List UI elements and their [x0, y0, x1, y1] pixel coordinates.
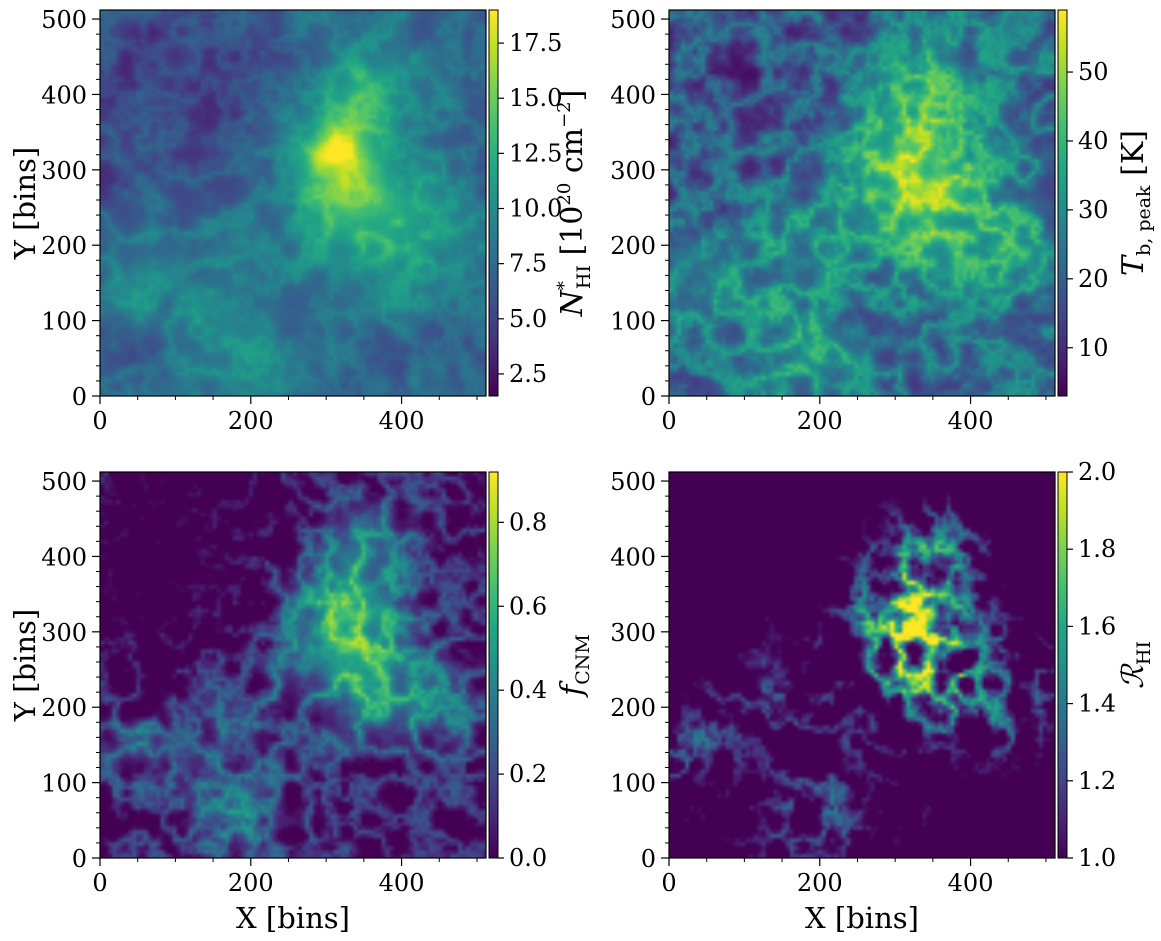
- colorbar-tick-label: 0.4: [509, 676, 547, 704]
- y-tick-label: 400: [610, 81, 656, 109]
- colorbar-tick-label: 40: [1078, 127, 1109, 155]
- colorbar: 1.0 1.2 1.4 1.6 1.8 2.0 ℛHI: [1057, 458, 1155, 872]
- x-axis-label: X [bins]: [805, 901, 919, 935]
- y-tick-label: 400: [41, 81, 87, 109]
- colorbar-tick-label: 0.8: [509, 508, 547, 536]
- colorbar-tick-label: 1.4: [1078, 690, 1116, 718]
- x-tick-label: 200: [228, 869, 274, 897]
- x-tick-label: 0: [661, 869, 676, 897]
- axes-frame: [99, 9, 487, 397]
- colorbar-tick-label: 0.6: [509, 592, 547, 620]
- x-tick-label: 400: [948, 407, 994, 435]
- y-tick-label: 100: [610, 770, 656, 798]
- colorbar-tick-label: 2.0: [1078, 458, 1116, 486]
- y-tick-label: 400: [41, 543, 87, 571]
- colorbar-tick-label: 7.5: [509, 250, 547, 278]
- colorbar-tick-label: 2.5: [509, 360, 547, 388]
- y-tick-label: 0: [72, 845, 87, 873]
- x-tick-label: 200: [228, 407, 274, 435]
- colorbar: 10 20 30 40 50 Tb, peak [K]: [1057, 9, 1155, 397]
- y-tick-label: 0: [641, 383, 656, 411]
- x-tick-label: 0: [92, 407, 107, 435]
- y-tick-label: 500: [610, 6, 656, 34]
- colorbar-label: fCNM: [555, 634, 594, 698]
- colorbar-gradient: [488, 9, 499, 397]
- y-tick-label: 500: [41, 468, 87, 496]
- x-tick-label: 400: [379, 869, 425, 897]
- colorbar-tick-label: 0.0: [509, 844, 547, 872]
- colorbar-tick-label: 50: [1078, 58, 1109, 86]
- x-tick-label: 400: [948, 869, 994, 897]
- colorbar: 0.0 0.2 0.4 0.6 0.8 fCNM: [488, 471, 594, 872]
- colorbar-tick-label: 10.0: [509, 195, 562, 223]
- x-tick-label: 0: [661, 407, 676, 435]
- y-tick-label: 200: [610, 232, 656, 260]
- colorbar-tick-label: 20: [1078, 265, 1109, 293]
- colorbar-tick-label: 30: [1078, 196, 1109, 224]
- y-tick-label: 100: [41, 770, 87, 798]
- panel-top-left: 0 200 400 0 100 200 300 400 500 Y [bins] 2.5 5.0 7.5…: [8, 6, 595, 435]
- colorbar-label: ℛHI: [1116, 641, 1155, 689]
- y-tick-label: 0: [641, 845, 656, 873]
- colorbar-tick-label: 1.6: [1078, 612, 1116, 640]
- colorbar-tick-label: 1.0: [1078, 844, 1116, 872]
- heatmap-image: [669, 10, 1055, 396]
- y-tick-label: 300: [610, 157, 656, 185]
- x-axis-label: X [bins]: [236, 901, 350, 935]
- panel-bottom-right: 0 200 400 0 100 200 300 400 500 X [bins] 1.0 1.2 1.4…: [610, 458, 1155, 935]
- y-tick-label: 200: [41, 694, 87, 722]
- colorbar-tick-label: 17.5: [509, 29, 562, 57]
- y-tick-label: 500: [41, 6, 87, 34]
- axes-frame: [668, 471, 1056, 859]
- colorbar-gradient: [1057, 9, 1068, 397]
- heatmap-image: [669, 472, 1055, 858]
- colorbar-tick-label: 1.8: [1078, 535, 1116, 563]
- colorbar-tick-label: 1.2: [1078, 767, 1116, 795]
- x-tick-label: 0: [92, 869, 107, 897]
- colorbar-tick-label: 15.0: [509, 84, 562, 112]
- colorbar-gradient: [1057, 471, 1068, 859]
- x-tick-label: 200: [797, 407, 843, 435]
- heatmap-image: [100, 472, 486, 858]
- colorbar-tick-label: 10: [1078, 334, 1109, 362]
- y-tick-label: 200: [610, 694, 656, 722]
- axes-frame: [99, 471, 487, 859]
- panel-bottom-left: 0 200 400 0 100 200 300 400 500 X [bins] Y [bins] 0…: [8, 468, 594, 935]
- y-tick-label: 0: [72, 383, 87, 411]
- y-tick-label: 300: [41, 157, 87, 185]
- axes-frame: [668, 9, 1056, 397]
- colorbar-tick-label: 12.5: [509, 139, 562, 167]
- y-tick-label: 300: [41, 619, 87, 647]
- colorbar: 2.5 5.0 7.5 10.0 12.5 15.0 17.5 N*HI [1020 cm−2…: [488, 9, 595, 397]
- y-axis-label: Y [bins]: [8, 147, 42, 260]
- heatmap-image: [100, 10, 486, 396]
- y-tick-label: 200: [41, 232, 87, 260]
- y-tick-label: 500: [610, 468, 656, 496]
- y-tick-label: 300: [610, 619, 656, 647]
- colorbar-tick-label: 0.2: [509, 760, 547, 788]
- y-tick-label: 400: [610, 543, 656, 571]
- colorbar-tick-label: 5.0: [509, 305, 547, 333]
- y-tick-label: 100: [610, 308, 656, 336]
- panel-top-right: 0 200 400 0 100 200 300 400 500 10 20 30 40 50 Tb, pea…: [610, 6, 1155, 435]
- x-tick-label: 400: [379, 407, 425, 435]
- colorbar-label: N*HI [1020 cm−2]: [554, 90, 595, 318]
- colorbar-gradient: [488, 471, 499, 859]
- x-tick-label: 200: [797, 869, 843, 897]
- colorbar-label: Tb, peak [K]: [1116, 130, 1155, 276]
- y-axis-label: Y [bins]: [8, 609, 42, 722]
- y-tick-label: 100: [41, 308, 87, 336]
